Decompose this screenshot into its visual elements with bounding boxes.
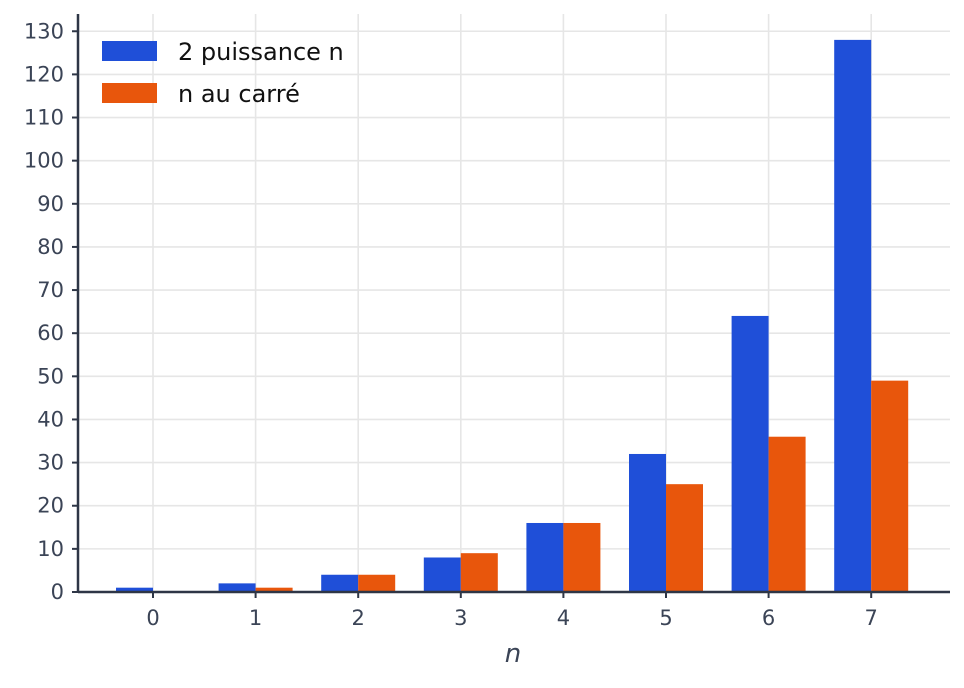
legend-swatch [102,41,157,61]
x-tick-label: 3 [454,606,467,630]
bar-series-2-3 [460,553,498,592]
bar-series-1-5 [629,453,666,592]
legend-label: 2 puissance n [178,38,344,66]
y-tick-label: 110 [24,106,64,130]
y-tick-label: 40 [37,407,64,431]
y-tick-label: 0 [51,580,64,604]
bar-series-1-7 [834,39,872,592]
x-tick-label: 2 [352,606,365,630]
x-tick-label: 7 [865,606,878,630]
y-tick-label: 30 [37,451,64,475]
bar-series-2-1 [255,587,293,592]
bar-series-1-1 [218,583,256,592]
axes [76,14,950,594]
bar-series-2-5 [666,484,703,592]
bar-series-2-2 [358,574,396,592]
bar-series-1-4 [526,522,564,592]
y-tick-label: 20 [37,494,64,518]
y-tick-label: 50 [37,364,64,388]
legend-swatch [102,83,157,103]
y-tick-label: 10 [37,537,64,561]
x-tick-label: 5 [659,606,672,630]
bar-series-2-7 [871,380,909,592]
bar-series-1-3 [423,557,461,592]
tick-labels: 0 10 20 30 40 50 60 70 80 90 100 110 120 130 0 1 2 3 4 5 6 7 [24,19,878,630]
bar-series-1-6 [731,315,769,592]
bar-series-1-0 [116,587,153,592]
y-tick-label: 100 [24,149,64,173]
y-tick-label: 130 [24,19,64,43]
y-tick-label: 80 [37,235,64,259]
bar-series-2-4 [563,522,601,592]
x-axis-title: n [505,639,521,669]
y-tick-label: 70 [37,278,64,302]
x-tick-label: 4 [557,606,570,630]
x-tick-label: 1 [249,606,262,630]
bar-series-2-6 [768,436,806,592]
legend: 2 puissance n n au carré [102,38,344,108]
legend-label: n au carré [178,80,300,108]
x-tick-label: 6 [762,606,775,630]
bars [116,39,909,592]
y-tick-label: 120 [24,62,64,86]
y-tick-label: 90 [37,192,64,216]
x-tick-label: 0 [146,606,159,630]
y-tick-label: 60 [37,321,64,345]
bar-series-1-2 [321,574,359,592]
